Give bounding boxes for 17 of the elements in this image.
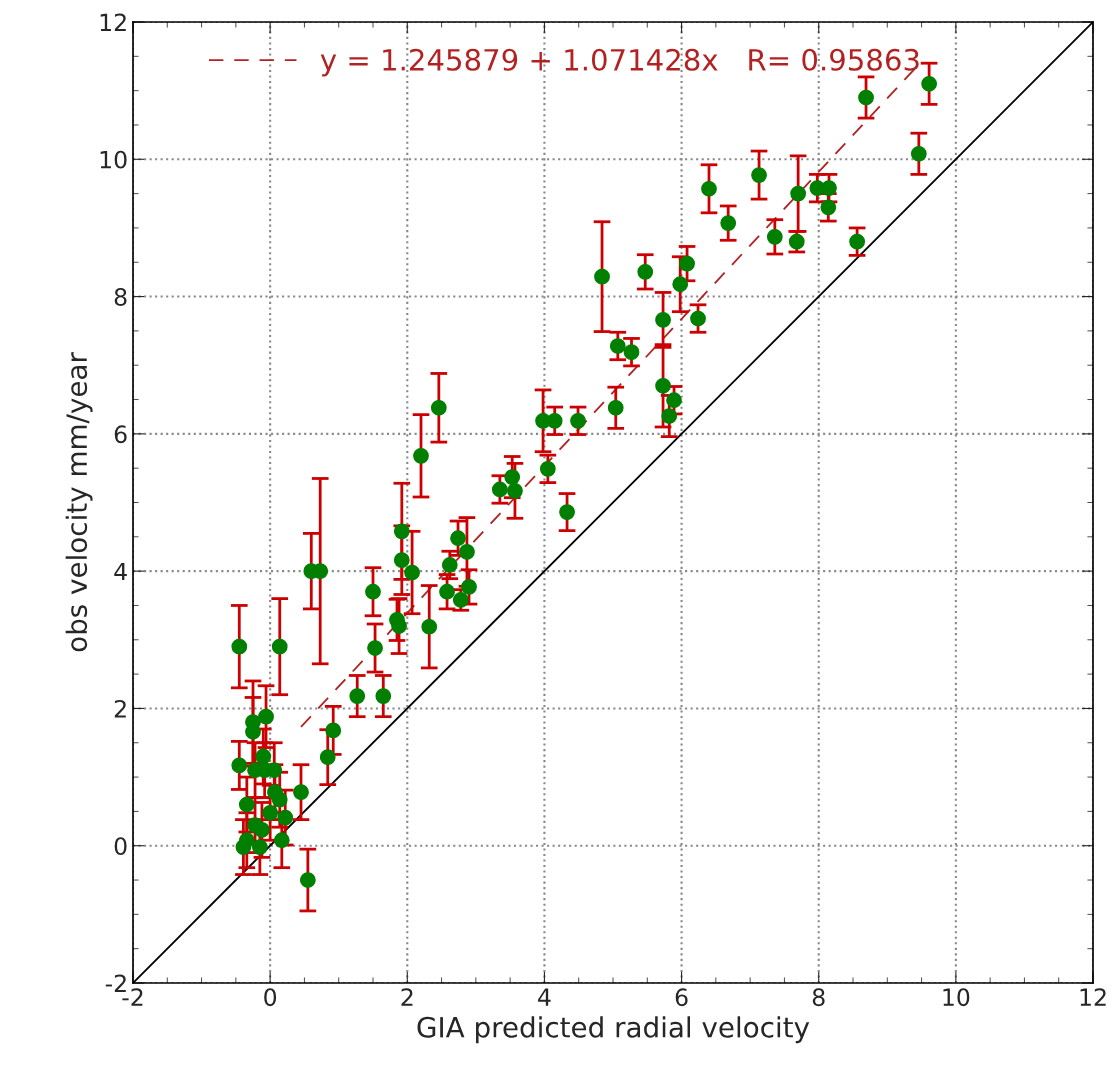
y-tick-label: 0 (114, 837, 127, 856)
y-tick-label: 8 (114, 288, 127, 306)
x-tick-label: 12 (1080, 988, 1106, 1006)
y-tick-label: 4 (114, 562, 127, 581)
y-axis-title: obs velocity mm/year (65, 352, 93, 652)
x-tick-label: 0 (264, 988, 277, 1007)
x-tick-label: 10 (943, 988, 970, 1007)
legend-label: y = 1.245879 + 1.071428x R= 0.95863 (320, 48, 919, 77)
y-tick-label: 2 (114, 699, 126, 718)
x-axis-title: GIA predicted radial velocity (417, 1016, 810, 1044)
x-tick-label: 4 (538, 988, 551, 1006)
y-tick-label: 6 (114, 425, 127, 444)
y-tick-label: 12 (100, 13, 126, 31)
y-tick-label: 10 (100, 150, 127, 169)
x-tick-label: 2 (401, 988, 413, 1006)
x-tick-label: 6 (675, 988, 688, 1007)
x-tick-label: 8 (812, 988, 825, 1007)
